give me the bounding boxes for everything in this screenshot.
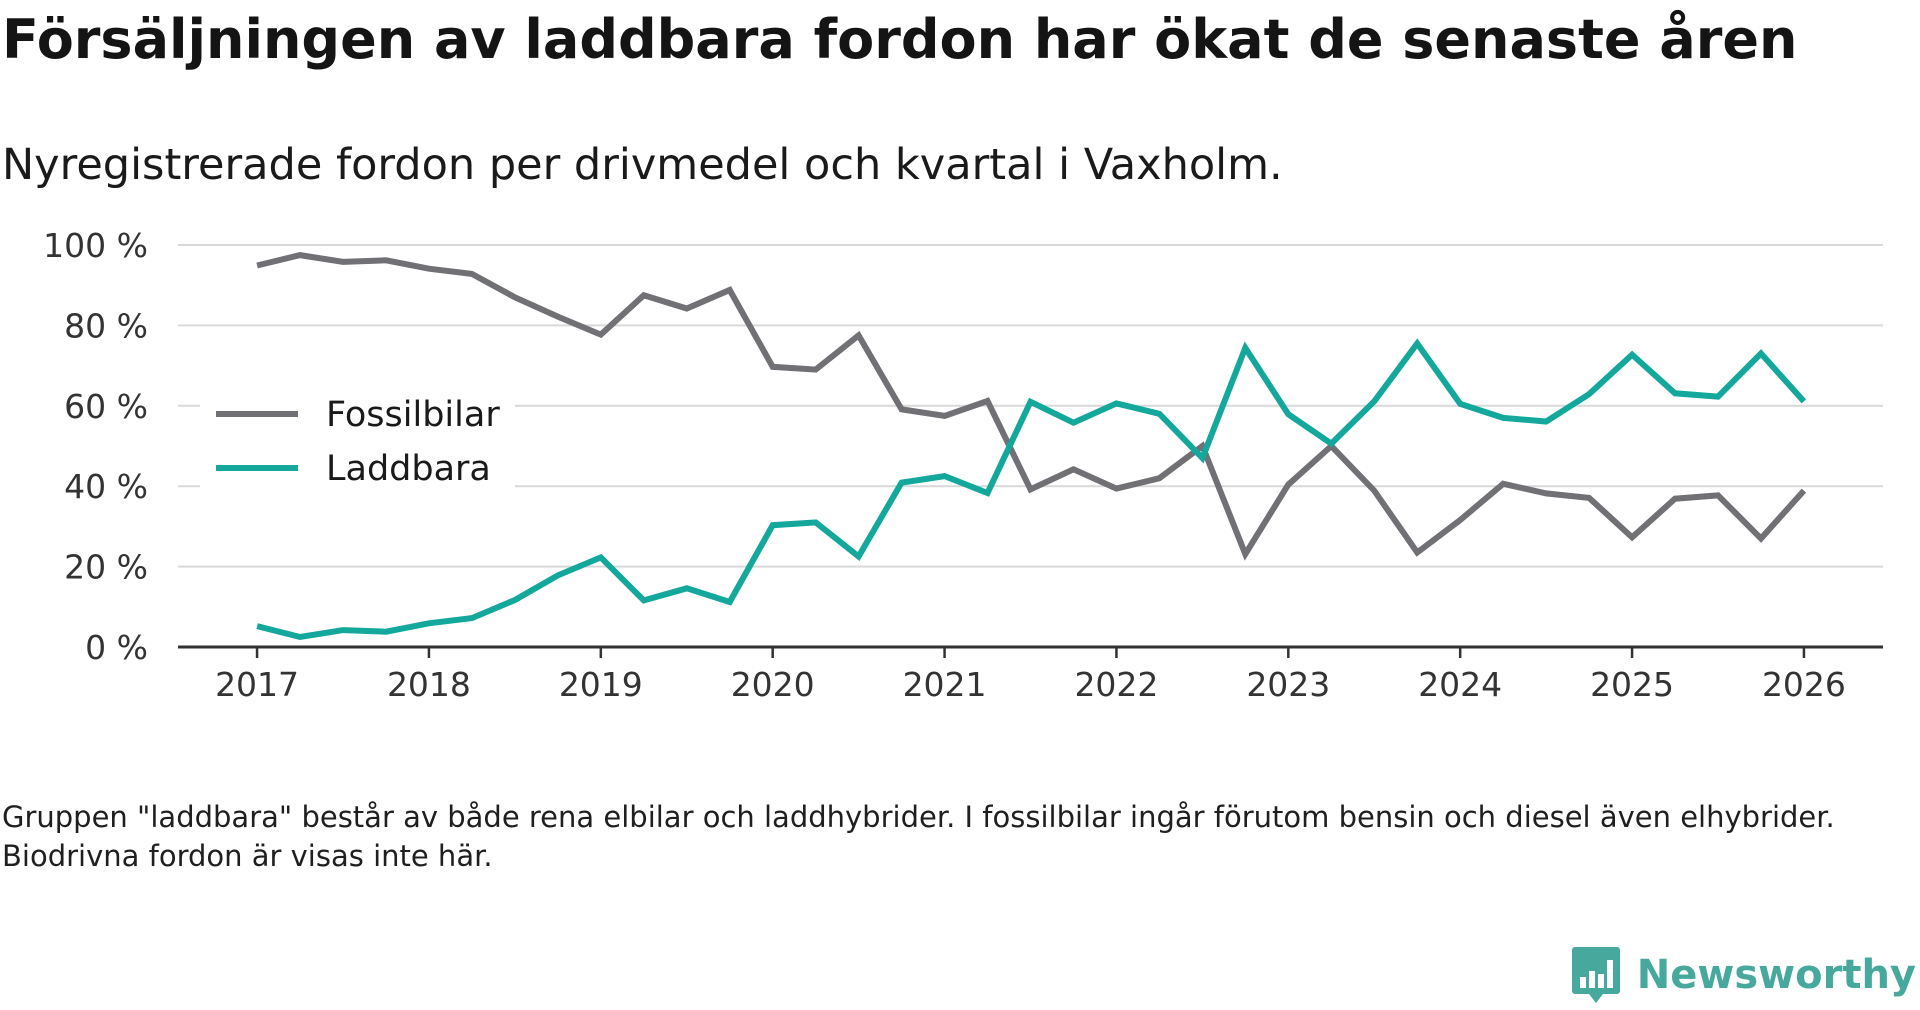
legend-label-laddbara: Laddbara bbox=[326, 449, 491, 489]
x-tick-label: 2018 bbox=[387, 665, 471, 704]
series-lines bbox=[256, 252, 1807, 641]
x-tick-label: 2025 bbox=[1590, 665, 1674, 704]
series-line-laddbara bbox=[256, 338, 1807, 641]
x-tick-label: 2020 bbox=[731, 665, 815, 704]
x-tick-label: 2026 bbox=[1762, 665, 1846, 704]
bar-chart-speech-bubble-icon bbox=[1571, 947, 1620, 1003]
y-tick-label: 80 % bbox=[64, 306, 148, 345]
legend-label-fossilbilar: Fossilbilar bbox=[326, 395, 500, 435]
y-tick-label: 60 % bbox=[64, 387, 148, 426]
x-tick-label: 2024 bbox=[1418, 665, 1502, 704]
chart-subtitle: Nyregistrerade fordon per drivmedel och … bbox=[2, 140, 1283, 190]
axes: 0 % 20 % 40 % 60 % 80 % 100 % 2017 2018 2019 2020… bbox=[43, 226, 1883, 704]
footnote: Gruppen "laddbara" består av både rena e… bbox=[2, 800, 1835, 873]
legend: Fossilbilar Laddbara bbox=[200, 375, 515, 500]
x-tick-label: 2023 bbox=[1246, 665, 1330, 704]
x-tick-label: 2017 bbox=[215, 665, 299, 704]
x-tick-label: 2021 bbox=[903, 665, 987, 704]
x-tick-label: 2022 bbox=[1074, 665, 1158, 704]
legend-background bbox=[200, 375, 515, 500]
newsworthy-logo: Newsworthy bbox=[1571, 940, 1916, 1010]
y-tick-label: 0 % bbox=[85, 628, 148, 667]
y-tick-label: 40 % bbox=[64, 467, 148, 506]
line-chart: 0 % 20 % 40 % 60 % 80 % 100 % 2017 2018 2019 2020… bbox=[43, 226, 1883, 704]
series-line-fossilbilar bbox=[256, 252, 1807, 561]
brand-name: Newsworthy bbox=[1636, 952, 1916, 998]
x-tick-label: 2019 bbox=[559, 665, 643, 704]
y-tick-label: 20 % bbox=[64, 548, 148, 587]
y-tick-label: 100 % bbox=[43, 226, 148, 265]
chart-title: Försäljningen av laddbara fordon har öka… bbox=[2, 8, 1798, 71]
